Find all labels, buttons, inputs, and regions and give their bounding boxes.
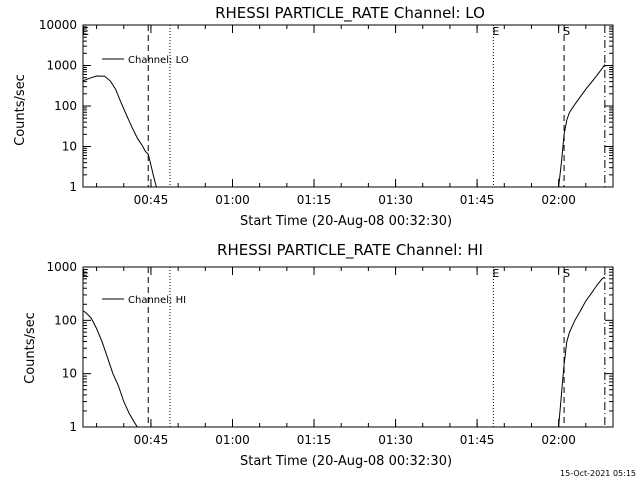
y-tick-label: 1 [69,180,77,194]
y-tick-label: 100 [54,313,77,327]
x-tick-label: 02:00 [541,193,576,207]
marker-label: S [563,267,570,280]
y-tick-label: 1 [69,420,77,434]
chart-panel-hi: RHESSI PARTICLE_RATE Channel: HI Start T… [23,241,614,469]
marker-label: E [82,267,89,280]
x-tick-label: 00:45 [134,193,169,207]
y-tick-label: 100 [54,99,77,113]
chart-panel-lo: RHESSI PARTICLE_RATE Channel: LO Start T… [13,4,614,229]
x-tick-label: 01:00 [215,193,250,207]
legend-label: Channel: HI [128,295,186,306]
plot-frame [82,266,614,428]
x-tick-label: 00:45 [134,433,169,447]
x-tick-label: 01:00 [215,433,250,447]
x-tick-label: 01:15 [297,193,332,207]
series-line [558,64,606,188]
x-tick-label: 01:30 [378,433,413,447]
series-line [82,310,138,428]
y-axis-label: Counts/sec [13,74,28,146]
chart-title: RHESSI PARTICLE_RATE Channel: HI [217,241,483,260]
marker-label: S [563,25,570,38]
y-tick-label: 10 [62,140,77,154]
y-tick-label: 10000 [39,18,77,32]
x-tick-label: 02:00 [541,433,576,447]
x-axis-label: Start Time (20-Aug-08 00:32:30) [240,454,452,469]
series-line [82,75,157,188]
y-tick-label: 1000 [46,260,77,274]
x-axis-label: Start Time (20-Aug-08 00:32:30) [240,214,452,229]
x-tick-label: 01:45 [460,193,495,207]
chart-title: RHESSI PARTICLE_RATE Channel: LO [215,4,485,23]
marker-label: E [492,267,499,280]
y-axis-label: Counts/sec [23,312,38,384]
marker-label: E [492,25,499,38]
x-tick-label: 01:30 [378,193,413,207]
x-tick-label: 01:45 [460,433,495,447]
y-tick-label: 1000 [46,59,77,73]
x-tick-label: 01:15 [297,433,332,447]
timestamp-label: 15-Oct-2021 05:15 [560,469,636,478]
plot-frame [82,24,614,188]
y-tick-label: 10 [62,367,77,381]
series-line [558,276,606,428]
legend-label: Channel: LO [128,55,189,66]
